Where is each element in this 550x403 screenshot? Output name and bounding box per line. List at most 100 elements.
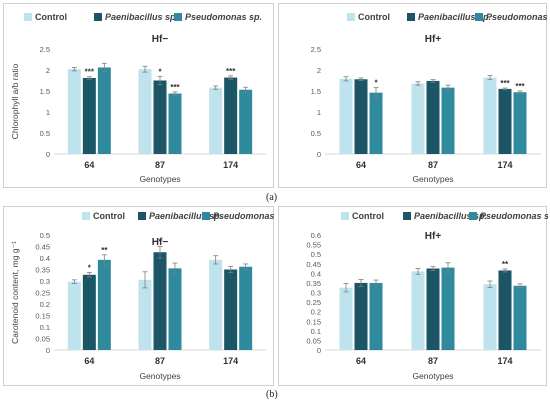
y-tick-label: 0.6 bbox=[311, 231, 321, 240]
y-tick-label: 0.4 bbox=[311, 269, 321, 278]
legend-label: Pseudomonas sp. bbox=[480, 211, 548, 221]
category-label: 174 bbox=[497, 356, 512, 366]
legend-label: Control bbox=[352, 211, 384, 221]
y-tick-label: 0.5 bbox=[311, 250, 321, 259]
legend-label: Paenibacillus sp. bbox=[414, 211, 487, 221]
y-tick-label: 1 bbox=[317, 108, 321, 117]
y-tick-label: 0.5 bbox=[311, 129, 321, 138]
y-tick-label: 0.25 bbox=[35, 289, 50, 298]
y-tick-label: 0.2 bbox=[40, 300, 50, 309]
bar bbox=[67, 69, 81, 154]
bar bbox=[513, 285, 527, 350]
bar bbox=[82, 274, 96, 350]
significance-label: *** bbox=[170, 83, 180, 92]
category-label: 174 bbox=[223, 160, 238, 170]
x-axis-label: Genotypes bbox=[139, 371, 180, 381]
significance-label: ** bbox=[502, 260, 509, 269]
y-tick-label: 0.2 bbox=[311, 308, 321, 317]
y-tick-label: 0.45 bbox=[306, 260, 321, 269]
bar bbox=[354, 282, 368, 350]
bar bbox=[339, 78, 353, 154]
legend-label: Pseudomonas sp. bbox=[213, 211, 275, 221]
chart-panel-a-hf-minus: Control Paenibacillus sp. Pseudomonas sp. H… bbox=[3, 3, 274, 188]
bar bbox=[239, 266, 253, 350]
chart-panel-b-hf-plus: Control Paenibacillus sp.Pseudomonas sp. H… bbox=[278, 206, 548, 386]
y-tick-label: 0 bbox=[317, 346, 321, 355]
category-label: 87 bbox=[155, 160, 165, 170]
bar bbox=[153, 252, 167, 350]
y-tick-label: 0.3 bbox=[40, 277, 50, 286]
y-tick-label: 1.5 bbox=[311, 87, 321, 96]
y-tick-label: 0.25 bbox=[306, 298, 321, 307]
legend-label: Paenibacillus sp. bbox=[149, 211, 222, 221]
bar bbox=[513, 92, 527, 154]
y-tick-label: 0.5 bbox=[40, 129, 50, 138]
y-axis-label: Chlorophyll a/b ratio bbox=[10, 63, 20, 139]
significance-label: *** bbox=[85, 68, 95, 77]
bar bbox=[483, 284, 497, 350]
y-tick-label: 2 bbox=[317, 66, 321, 75]
y-tick-label: 0.35 bbox=[306, 279, 321, 288]
bar bbox=[239, 89, 253, 154]
bar bbox=[426, 268, 440, 350]
chart-title: Hf+ bbox=[425, 231, 442, 242]
legend-swatch bbox=[403, 212, 411, 220]
y-tick-label: 2.5 bbox=[40, 45, 50, 54]
bar bbox=[411, 83, 425, 154]
y-tick-label: 1.5 bbox=[40, 87, 50, 96]
category-label: 87 bbox=[155, 356, 165, 366]
legend-label: Paenibacillus sp. bbox=[105, 12, 178, 22]
legend-swatch bbox=[24, 13, 32, 21]
category-label: 174 bbox=[223, 356, 238, 366]
y-axis-label: Carotenoid content, mg g⁻¹ bbox=[10, 241, 20, 344]
y-tick-label: 0 bbox=[46, 346, 50, 355]
x-axis-label: Genotypes bbox=[139, 174, 180, 184]
y-tick-label: 0.15 bbox=[306, 317, 321, 326]
y-tick-label: 0.1 bbox=[311, 327, 321, 336]
legend-swatch bbox=[202, 212, 210, 220]
bar bbox=[498, 88, 512, 154]
legend-swatch bbox=[341, 212, 349, 220]
y-tick-label: 0.5 bbox=[40, 231, 50, 240]
y-tick-label: 0.05 bbox=[35, 335, 50, 344]
legend-swatch bbox=[82, 212, 90, 220]
y-tick-label: 0 bbox=[317, 150, 321, 159]
bar bbox=[369, 282, 383, 350]
y-tick-label: 0.1 bbox=[40, 323, 50, 332]
bar bbox=[354, 79, 368, 154]
legend-swatch bbox=[174, 13, 182, 21]
bar bbox=[168, 93, 182, 154]
bar bbox=[224, 269, 238, 350]
chart-title: Hf− bbox=[152, 34, 169, 45]
y-tick-label: 0.05 bbox=[306, 336, 321, 345]
category-label: 64 bbox=[356, 160, 366, 170]
bar bbox=[82, 77, 96, 154]
bar bbox=[441, 267, 455, 350]
significance-label: ** bbox=[101, 246, 108, 255]
chart-panel-a-hf-plus: Control Paenibacillus sp.Pseudomonas sp. H… bbox=[278, 3, 548, 188]
significance-label: *** bbox=[500, 79, 510, 88]
legend-label: Pseudomonas sp. bbox=[185, 12, 262, 22]
bar bbox=[224, 77, 238, 154]
legend-swatch bbox=[475, 13, 483, 21]
legend-swatch bbox=[469, 212, 477, 220]
legend-label: Control bbox=[358, 12, 390, 22]
significance-label: * bbox=[158, 67, 162, 76]
figure-label-a: (a) bbox=[266, 192, 278, 203]
x-axis-label: Genotypes bbox=[412, 174, 453, 184]
bar bbox=[411, 271, 425, 350]
bar bbox=[153, 80, 167, 154]
bar bbox=[97, 259, 111, 350]
category-label: 64 bbox=[84, 356, 94, 366]
significance-label: * bbox=[158, 238, 162, 247]
legend-swatch bbox=[407, 13, 415, 21]
legend-label: Pseudomonas sp. bbox=[486, 12, 548, 22]
chart-svg: Control Paenibacillus sp.Pseudomonas sp. H… bbox=[306, 211, 548, 381]
y-tick-label: 0.55 bbox=[306, 241, 321, 250]
category-label: 64 bbox=[84, 160, 94, 170]
category-label: 64 bbox=[356, 356, 366, 366]
figure-label-b: (b) bbox=[266, 389, 278, 400]
chart-panel-b-hf-minus: Control Paenibacillus sp.Pseudomonas sp. H… bbox=[3, 206, 275, 386]
bar bbox=[209, 87, 223, 154]
